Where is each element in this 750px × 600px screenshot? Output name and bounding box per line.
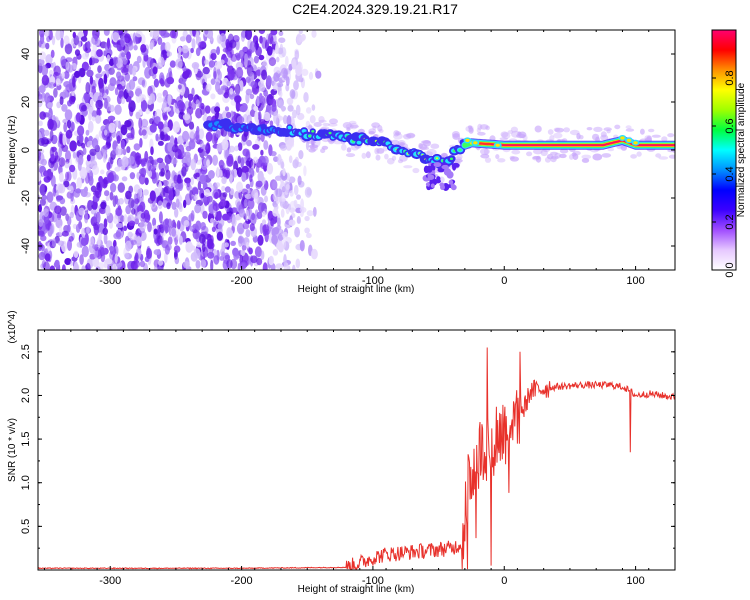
noise-speckle bbox=[38, 30, 322, 270]
spectral-ridge bbox=[203, 118, 675, 191]
snr-xlabel: Height of straight line (km) bbox=[298, 584, 415, 595]
snr-xtick-label-2: -100 bbox=[362, 575, 384, 587]
colorbar-tick-label-4: 0.8 bbox=[724, 70, 736, 85]
spectrogram-xtick-label-0: -300 bbox=[99, 275, 121, 287]
snr-xtick-label-1: -200 bbox=[231, 575, 253, 587]
snr-xtick-label-0: -300 bbox=[99, 575, 121, 587]
colorbar: 0.0 0.2 0.4 0.6 0.8 Normalized spectral ampl… bbox=[711, 29, 747, 278]
snr-series-line bbox=[38, 347, 675, 570]
spectrogram-xtick-label-4: 100 bbox=[626, 275, 644, 287]
colorbar-tick-label-2: 0.4 bbox=[724, 166, 736, 181]
snr-scale-note: (x10^4) bbox=[7, 310, 18, 343]
spectrogram-ytick-label-0: -40 bbox=[20, 238, 32, 254]
snr-ytick-label-2: 1.5 bbox=[20, 431, 32, 446]
spectrogram-ytick-label-4: 40 bbox=[20, 48, 32, 60]
colorbar-tick-label-0: 0.0 bbox=[724, 262, 736, 277]
colorbar-tick-label-3: 0.6 bbox=[724, 118, 736, 133]
snr-ytick-label-4: 2.5 bbox=[20, 344, 32, 359]
snr-frame bbox=[37, 329, 676, 571]
snr-xtick-label-4: 100 bbox=[626, 575, 644, 587]
snr-xtick-label-3: 0 bbox=[501, 575, 507, 587]
colorbar-gradient bbox=[711, 29, 737, 271]
spectrogram-xtick-label-1: -200 bbox=[231, 275, 253, 287]
colorbar-label: Normalized spectral amplitude bbox=[736, 82, 747, 217]
snr-ytick-label-3: 2.0 bbox=[20, 388, 32, 403]
spectrogram-xtick-label-2: -100 bbox=[362, 275, 384, 287]
snr-ylabel: SNR (10 * v/v) bbox=[7, 418, 18, 482]
snr-ytick-label-1: 1.0 bbox=[20, 475, 32, 490]
snr-panel: -300 -200 -100 0 100 0.5 1.0 1.5 2.0 2.5 Height o… bbox=[7, 310, 676, 595]
spectrogram-ytick-label-1: -20 bbox=[20, 190, 32, 206]
spectrogram-xlabel: Height of straight line (km) bbox=[298, 284, 415, 295]
colorbar-tick-label-1: 0.2 bbox=[724, 214, 736, 229]
spectrogram-xtick-label-3: 0 bbox=[501, 275, 507, 287]
spectrogram-ytick-label-2: 0 bbox=[20, 147, 32, 153]
snr-ytick-label-0: 0.5 bbox=[20, 519, 32, 534]
chart-title: C2E4.2024.329.19.21.R17 bbox=[292, 1, 458, 17]
spectrogram-ylabel: Frequency (Hz) bbox=[7, 116, 18, 185]
spectrogram-ytick-label-3: 20 bbox=[20, 96, 32, 108]
ridge-haze bbox=[304, 116, 675, 184]
